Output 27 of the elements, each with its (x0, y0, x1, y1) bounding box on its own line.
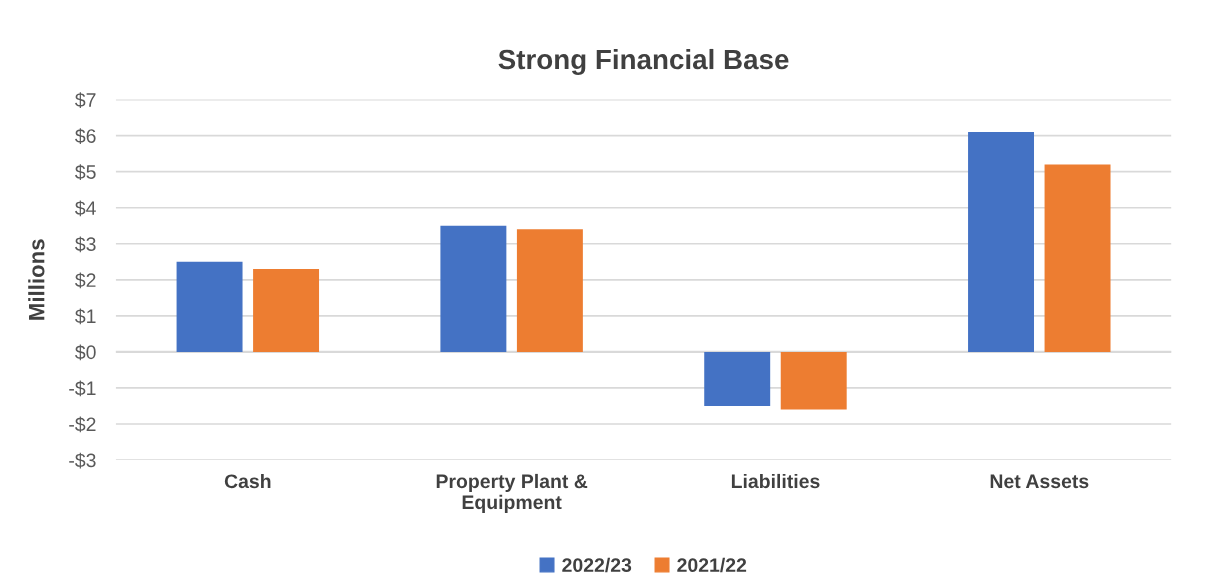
bar (516, 229, 583, 352)
y-tick-label: -$2 (69, 416, 96, 433)
y-tick-label: $3 (75, 236, 96, 253)
x-tick-label: Liabilities (731, 473, 820, 489)
bar (1044, 164, 1111, 352)
y-tick-label: -$3 (69, 452, 96, 469)
y-tick-label: $2 (75, 272, 96, 289)
x-tick-label: Cash (224, 473, 271, 489)
y-tick-label: -$1 (69, 380, 96, 397)
bar (440, 225, 507, 352)
chart-title: Strong Financial Base (498, 48, 789, 75)
x-tick-label: Property Plant & Equipment (436, 473, 588, 513)
bar (704, 351, 771, 406)
bar (253, 269, 320, 352)
legend-label: 2021/22 (677, 557, 747, 573)
x-tick-label: Net Assets (990, 474, 1089, 489)
bar (176, 261, 243, 352)
y-tick-label: $0 (75, 344, 96, 361)
y-tick-label: $5 (75, 164, 96, 181)
y-tick-label: $1 (75, 308, 96, 325)
bar (968, 132, 1035, 352)
legend-label: 2022/23 (562, 557, 632, 573)
y-tick-label: $7 (75, 92, 96, 109)
y-tick-label: $6 (75, 128, 96, 145)
y-axis-title: Millions (28, 239, 45, 320)
y-tick-label: $4 (75, 200, 96, 217)
bar (780, 351, 847, 410)
